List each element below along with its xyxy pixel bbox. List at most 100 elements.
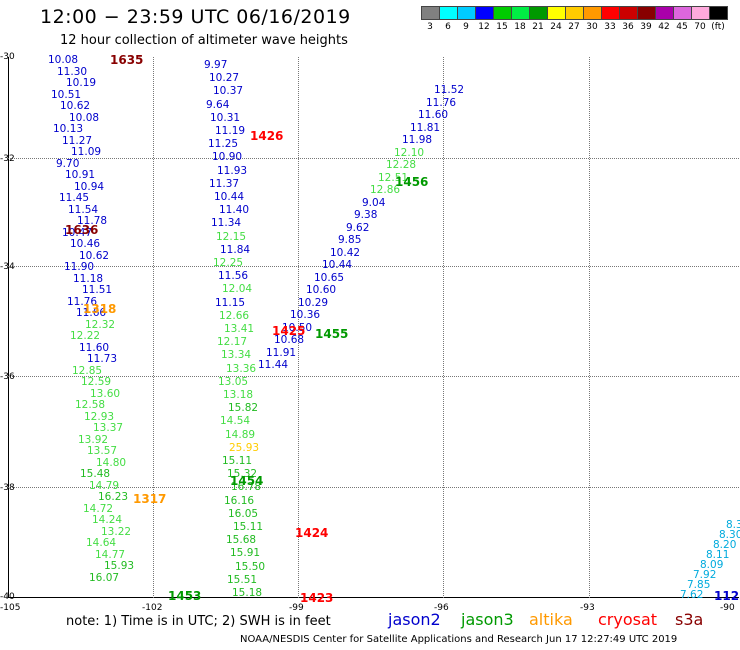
legend-cryosat: cryosat — [598, 610, 658, 629]
wave-height-value: 9.85 — [338, 234, 362, 246]
wave-height-value: 11.66 — [76, 307, 107, 319]
pass-time-label: 1456 — [395, 175, 429, 189]
wave-height-value: 7.62 — [680, 589, 704, 601]
wave-height-value: 11.15 — [215, 297, 246, 309]
wave-height-value: 9.04 — [362, 197, 386, 209]
wave-height-value: 14.54 — [220, 415, 251, 427]
gridline-lon-99 — [298, 57, 299, 598]
scale-label: 70 — [694, 22, 706, 32]
wave-height-value: 8.11 — [706, 549, 730, 561]
wave-height-value: 12.86 — [370, 184, 401, 196]
wave-height-value: 12.93 — [84, 411, 115, 423]
lat-label: -32 — [0, 154, 15, 164]
wave-height-value: 11.81 — [410, 122, 441, 134]
pass-time-label: 1454 — [230, 474, 264, 488]
scale-swatch — [583, 6, 602, 20]
wave-height-value: 12.10 — [394, 147, 425, 159]
wave-height-value: 15.51 — [227, 574, 258, 586]
wave-height-value: 11.18 — [73, 273, 104, 285]
scale-label: 12 — [478, 22, 490, 32]
gridline-lat-32 — [8, 158, 739, 159]
wave-height-value: 12.32 — [85, 319, 116, 331]
wave-height-value: 10.44 — [214, 191, 245, 203]
scale-swatch — [637, 6, 656, 20]
wave-height-value: 10.46 — [70, 238, 101, 250]
wave-height-value: 10.47 — [62, 227, 93, 239]
wave-height-value: 13.18 — [223, 389, 254, 401]
wave-height-value: 11.19 — [215, 125, 246, 137]
scale-swatch — [439, 6, 458, 20]
scale-label: 3 — [427, 22, 433, 32]
wave-height-value: 11.51 — [82, 284, 113, 296]
pass-time-label: 1455 — [315, 327, 349, 341]
wave-height-value: 12.59 — [81, 376, 112, 388]
pass-time-label: 1424 — [295, 526, 329, 540]
wave-height-value: 9.97 — [204, 59, 228, 71]
wave-height-value: 15.91 — [230, 547, 261, 559]
wave-height-value: 11.09 — [71, 146, 102, 158]
wave-height-value: 15.32 — [227, 468, 258, 480]
units-note: note: 1) Time is in UTC; 2) SWH is in fe… — [66, 614, 331, 629]
wave-height-value: 13.57 — [87, 445, 118, 457]
scale-swatch — [565, 6, 584, 20]
scale-label: 45 — [676, 22, 688, 32]
wave-height-value: 15.82 — [228, 402, 259, 414]
wave-height-value: 15.50 — [235, 561, 266, 573]
scale-swatch — [601, 6, 620, 20]
wave-height-value: 15.93 — [104, 560, 135, 572]
wave-height-value: 11.56 — [218, 270, 249, 282]
wave-height-value: 16.16 — [224, 495, 255, 507]
wave-height-value: 10.08 — [48, 54, 79, 66]
wave-height-value: 10.60 — [306, 284, 337, 296]
wave-height-value: 11.40 — [219, 204, 250, 216]
wave-height-value: 11.30 — [57, 66, 88, 78]
pass-time-label: 1636 — [65, 223, 99, 237]
wave-height-value: 10.91 — [65, 169, 96, 181]
wave-height-value: 10.50 — [282, 322, 313, 334]
wave-height-value: 10.51 — [51, 89, 82, 101]
scale-label: 42 — [658, 22, 670, 32]
lat-label: -36 — [0, 372, 15, 382]
wave-height-value: 13.60 — [90, 388, 121, 400]
pass-time-label: 1125 — [714, 589, 740, 603]
scale-label: 30 — [586, 22, 598, 32]
scale-swatch — [691, 6, 710, 20]
wave-height-value: 13.05 — [218, 376, 249, 388]
wave-height-value: 14.89 — [225, 429, 256, 441]
scale-swatch — [475, 6, 494, 20]
wave-height-value: 10.94 — [74, 181, 105, 193]
scale-swatch — [511, 6, 530, 20]
scale-swatch — [547, 6, 566, 20]
wave-height-value: 10.29 — [298, 297, 329, 309]
wave-height-value: 11.60 — [418, 109, 449, 121]
wave-height-value: 11.91 — [266, 347, 297, 359]
wave-height-value: 15.11 — [233, 521, 264, 533]
wave-height-value: 10.19 — [66, 77, 97, 89]
wave-height-value: 11.84 — [220, 244, 251, 256]
scale-swatch — [655, 6, 674, 20]
wave-height-scale-labels: 3 6 9 12 15 18 21 24 27 30 33 36 39 42 45 70 (ft) — [421, 22, 727, 32]
wave-height-value: 15.68 — [226, 534, 257, 546]
wave-height-value: 16.05 — [228, 508, 259, 520]
wave-height-value: 9.70 — [56, 158, 80, 170]
legend-s3a: s3a — [675, 610, 704, 629]
wave-height-value: 15.48 — [80, 468, 111, 480]
lat-label: -40 — [0, 592, 15, 602]
scale-label: 6 — [445, 22, 451, 32]
wave-height-value: 10.68 — [274, 334, 305, 346]
wave-height-value: 10.31 — [210, 112, 241, 124]
wave-height-value: 12.22 — [70, 330, 101, 342]
pass-time-label: 1635 — [110, 53, 144, 67]
wave-height-value: 14.80 — [96, 457, 127, 469]
wave-height-value: 12.15 — [216, 231, 247, 243]
wave-height-value: 11.60 — [79, 342, 110, 354]
wave-height-value: 12.28 — [386, 159, 417, 171]
wave-height-value: 11.90 — [64, 261, 95, 273]
wave-height-value: 11.54 — [68, 204, 99, 216]
wave-height-value: 9.64 — [206, 99, 230, 111]
wave-height-value: 8.35 — [726, 519, 740, 531]
wave-height-value: 14.79 — [89, 480, 120, 492]
scale-label: 15 — [496, 22, 508, 32]
lon-label: -105 — [0, 603, 21, 613]
wave-height-value: 12.66 — [219, 310, 250, 322]
